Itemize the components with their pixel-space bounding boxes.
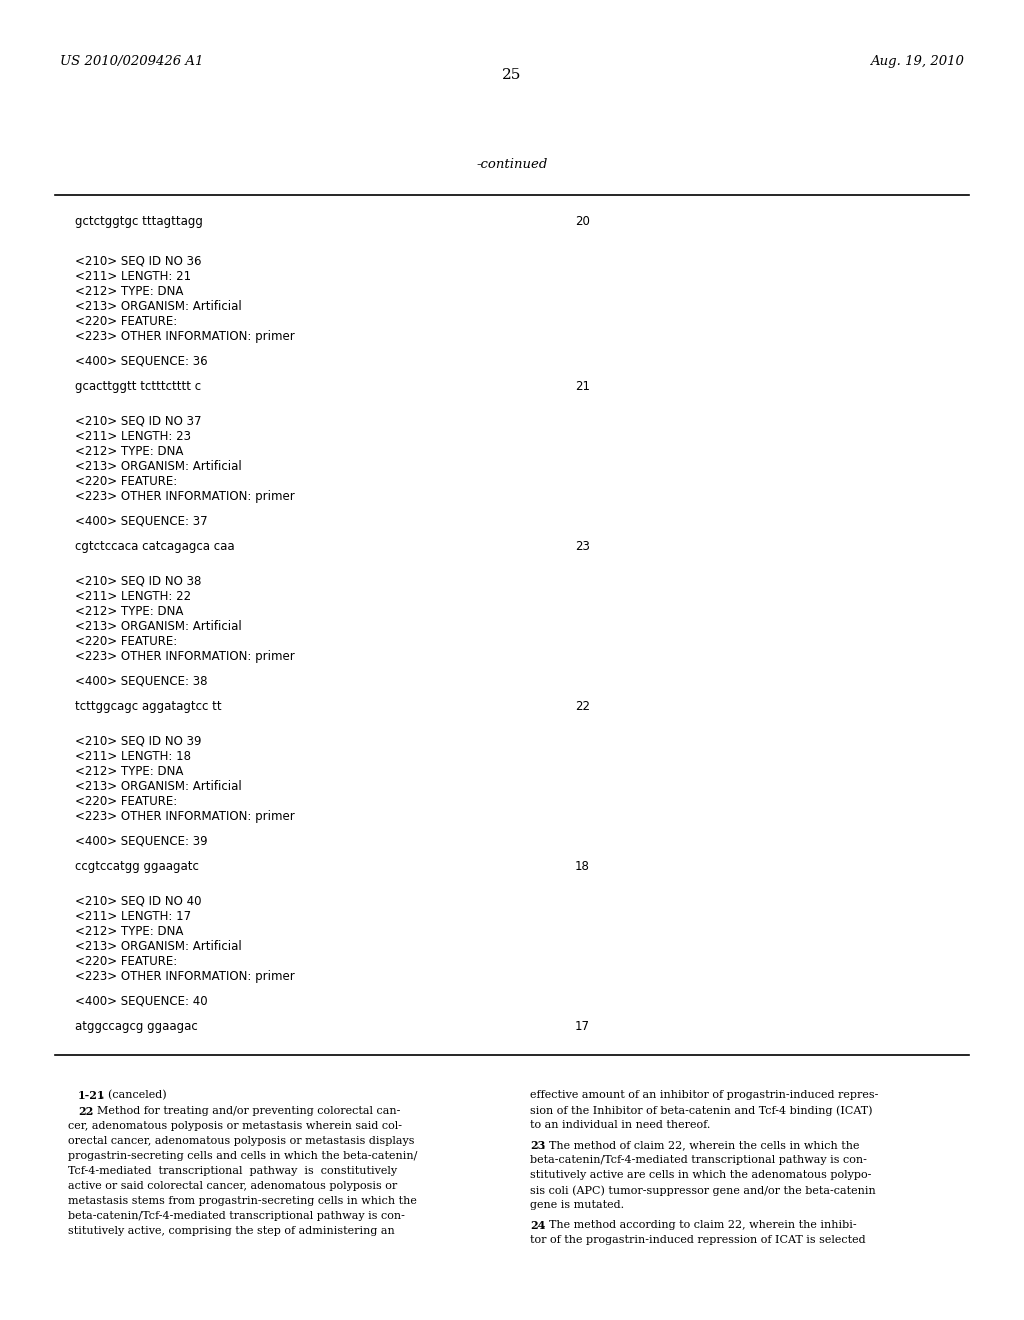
Text: <223> OTHER INFORMATION: primer: <223> OTHER INFORMATION: primer — [75, 810, 295, 822]
Text: <211> LENGTH: 22: <211> LENGTH: 22 — [75, 590, 191, 603]
Text: stitutively active, comprising the step of administering an: stitutively active, comprising the step … — [68, 1226, 394, 1236]
Text: cer, adenomatous polyposis or metastasis wherein said col-: cer, adenomatous polyposis or metastasis… — [68, 1121, 402, 1131]
Text: 24: 24 — [530, 1220, 546, 1232]
Text: progastrin-secreting cells and cells in which the beta-catenin/: progastrin-secreting cells and cells in … — [68, 1151, 418, 1162]
Text: <223> OTHER INFORMATION: primer: <223> OTHER INFORMATION: primer — [75, 330, 295, 343]
Text: . (canceled): . (canceled) — [101, 1090, 167, 1101]
Text: <210> SEQ ID NO 40: <210> SEQ ID NO 40 — [75, 895, 202, 908]
Text: <223> OTHER INFORMATION: primer: <223> OTHER INFORMATION: primer — [75, 490, 295, 503]
Text: 22: 22 — [78, 1106, 93, 1117]
Text: sis coli (APC) tumor-suppressor gene and/or the beta-catenin: sis coli (APC) tumor-suppressor gene and… — [530, 1185, 876, 1196]
Text: <223> OTHER INFORMATION: primer: <223> OTHER INFORMATION: primer — [75, 649, 295, 663]
Text: gene is mutated.: gene is mutated. — [530, 1200, 624, 1210]
Text: -continued: -continued — [476, 158, 548, 172]
Text: stitutively active are cells in which the adenomatous polypo-: stitutively active are cells in which th… — [530, 1170, 871, 1180]
Text: <400> SEQUENCE: 40: <400> SEQUENCE: 40 — [75, 995, 208, 1008]
Text: <213> ORGANISM: Artificial: <213> ORGANISM: Artificial — [75, 459, 242, 473]
Text: atggccagcg ggaagac: atggccagcg ggaagac — [75, 1020, 198, 1034]
Text: Aug. 19, 2010: Aug. 19, 2010 — [870, 55, 964, 69]
Text: <212> TYPE: DNA: <212> TYPE: DNA — [75, 766, 183, 777]
Text: 25: 25 — [503, 69, 521, 82]
Text: <213> ORGANISM: Artificial: <213> ORGANISM: Artificial — [75, 300, 242, 313]
Text: <210> SEQ ID NO 37: <210> SEQ ID NO 37 — [75, 414, 202, 428]
Text: to an individual in need thereof.: to an individual in need thereof. — [530, 1119, 711, 1130]
Text: <210> SEQ ID NO 39: <210> SEQ ID NO 39 — [75, 735, 202, 748]
Text: beta-catenin/Tcf-4-mediated transcriptional pathway is con-: beta-catenin/Tcf-4-mediated transcriptio… — [530, 1155, 867, 1166]
Text: <211> LENGTH: 17: <211> LENGTH: 17 — [75, 909, 191, 923]
Text: <223> OTHER INFORMATION: primer: <223> OTHER INFORMATION: primer — [75, 970, 295, 983]
Text: sion of the Inhibitor of beta-catenin and Tcf-4 binding (ICAT): sion of the Inhibitor of beta-catenin an… — [530, 1105, 872, 1115]
Text: <212> TYPE: DNA: <212> TYPE: DNA — [75, 445, 183, 458]
Text: 23: 23 — [530, 1140, 546, 1151]
Text: <211> LENGTH: 23: <211> LENGTH: 23 — [75, 430, 191, 444]
Text: gcacttggtt tctttctttt c: gcacttggtt tctttctttt c — [75, 380, 201, 393]
Text: effective amount of an inhibitor of progastrin-induced repres-: effective amount of an inhibitor of prog… — [530, 1090, 879, 1100]
Text: . The method according to claim 22, wherein the inhibi-: . The method according to claim 22, wher… — [542, 1220, 856, 1230]
Text: 1-21: 1-21 — [78, 1090, 105, 1101]
Text: 18: 18 — [575, 861, 590, 873]
Text: <210> SEQ ID NO 36: <210> SEQ ID NO 36 — [75, 255, 202, 268]
Text: <210> SEQ ID NO 38: <210> SEQ ID NO 38 — [75, 576, 202, 587]
Text: Tcf-4-mediated  transcriptional  pathway  is  constitutively: Tcf-4-mediated transcriptional pathway i… — [68, 1166, 397, 1176]
Text: 22: 22 — [575, 700, 590, 713]
Text: <213> ORGANISM: Artificial: <213> ORGANISM: Artificial — [75, 940, 242, 953]
Text: <212> TYPE: DNA: <212> TYPE: DNA — [75, 605, 183, 618]
Text: beta-catenin/Tcf-4-mediated transcriptional pathway is con-: beta-catenin/Tcf-4-mediated transcriptio… — [68, 1210, 404, 1221]
Text: orectal cancer, adenomatous polyposis or metastasis displays: orectal cancer, adenomatous polyposis or… — [68, 1137, 415, 1146]
Text: <220> FEATURE:: <220> FEATURE: — [75, 954, 177, 968]
Text: <400> SEQUENCE: 39: <400> SEQUENCE: 39 — [75, 836, 208, 847]
Text: <212> TYPE: DNA: <212> TYPE: DNA — [75, 925, 183, 939]
Text: metastasis stems from progastrin-secreting cells in which the: metastasis stems from progastrin-secreti… — [68, 1196, 417, 1206]
Text: ccgtccatgg ggaagatc: ccgtccatgg ggaagatc — [75, 861, 199, 873]
Text: US 2010/0209426 A1: US 2010/0209426 A1 — [60, 55, 204, 69]
Text: gctctggtgc tttagttagg: gctctggtgc tttagttagg — [75, 215, 203, 228]
Text: <213> ORGANISM: Artificial: <213> ORGANISM: Artificial — [75, 620, 242, 634]
Text: 20: 20 — [575, 215, 590, 228]
Text: <220> FEATURE:: <220> FEATURE: — [75, 795, 177, 808]
Text: <213> ORGANISM: Artificial: <213> ORGANISM: Artificial — [75, 780, 242, 793]
Text: cgtctccaca catcagagca caa: cgtctccaca catcagagca caa — [75, 540, 234, 553]
Text: 17: 17 — [575, 1020, 590, 1034]
Text: 23: 23 — [575, 540, 590, 553]
Text: <400> SEQUENCE: 37: <400> SEQUENCE: 37 — [75, 515, 208, 528]
Text: <212> TYPE: DNA: <212> TYPE: DNA — [75, 285, 183, 298]
Text: <211> LENGTH: 18: <211> LENGTH: 18 — [75, 750, 191, 763]
Text: 21: 21 — [575, 380, 590, 393]
Text: <220> FEATURE:: <220> FEATURE: — [75, 635, 177, 648]
Text: <400> SEQUENCE: 36: <400> SEQUENCE: 36 — [75, 355, 208, 368]
Text: tcttggcagc aggatagtcc tt: tcttggcagc aggatagtcc tt — [75, 700, 221, 713]
Text: <220> FEATURE:: <220> FEATURE: — [75, 475, 177, 488]
Text: active or said colorectal cancer, adenomatous polyposis or: active or said colorectal cancer, adenom… — [68, 1181, 397, 1191]
Text: <211> LENGTH: 21: <211> LENGTH: 21 — [75, 271, 191, 282]
Text: <220> FEATURE:: <220> FEATURE: — [75, 315, 177, 327]
Text: tor of the progastrin-induced repression of ICAT is selected: tor of the progastrin-induced repression… — [530, 1236, 865, 1245]
Text: . The method of claim 22, wherein the cells in which the: . The method of claim 22, wherein the ce… — [542, 1140, 859, 1150]
Text: . Method for treating and/or preventing colorectal can-: . Method for treating and/or preventing … — [90, 1106, 400, 1115]
Text: <400> SEQUENCE: 38: <400> SEQUENCE: 38 — [75, 675, 208, 688]
